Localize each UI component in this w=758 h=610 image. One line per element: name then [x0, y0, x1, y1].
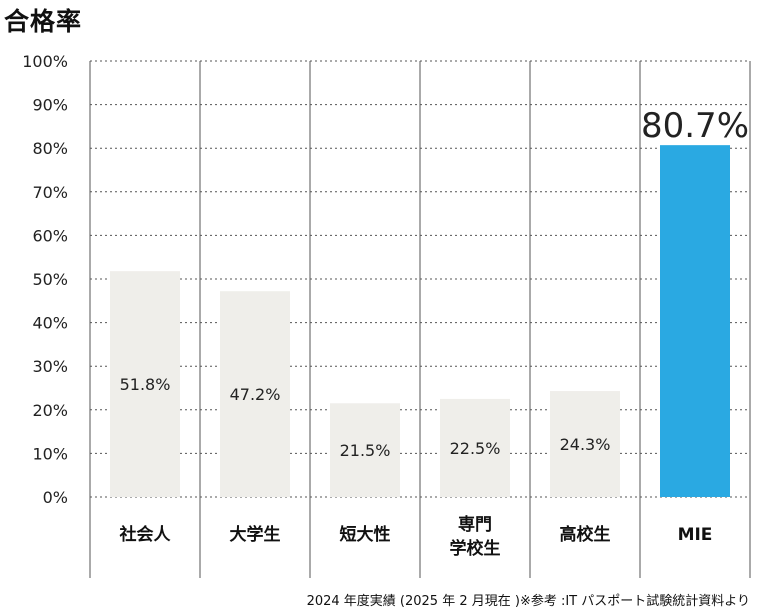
y-tick-label: 60% — [32, 226, 68, 245]
bar-chart: 0% 10% 20% 30% 40% 50% 60% 70% 80% 90% 100% 51.8% 4… — [22, 52, 751, 578]
data-labels: 51.8% 47.2% 21.5% 22.5% 24.3% 80.7% — [120, 106, 749, 460]
y-tick-label: 10% — [32, 444, 68, 463]
y-axis-tick-labels: 0% 10% 20% 30% 40% 50% 60% 70% 80% 90% 100% — [22, 52, 68, 507]
page-title: 合格率 — [4, 7, 83, 36]
category-label: 専門 — [458, 515, 492, 535]
category-label: MIE — [678, 525, 713, 545]
category-label: 短大性 — [340, 524, 391, 545]
bar-value-label: 21.5% — [340, 441, 391, 460]
category-label: 大学生 — [230, 524, 281, 545]
y-tick-label: 70% — [32, 183, 68, 202]
y-tick-label: 50% — [32, 270, 68, 289]
highlight-value-label: 80.7% — [641, 106, 749, 146]
y-tick-label: 20% — [32, 401, 68, 420]
bar — [440, 398, 510, 497]
y-tick-label: 30% — [32, 357, 68, 376]
y-tick-label: 100% — [22, 52, 68, 71]
category-label: 社会人 — [119, 524, 172, 545]
bar — [330, 403, 400, 497]
category-label: 高校生 — [560, 524, 611, 545]
bar-value-label: 47.2% — [230, 385, 281, 404]
bar-value-label: 24.3% — [560, 435, 611, 454]
y-tick-label: 80% — [32, 139, 68, 158]
bars — [110, 145, 730, 497]
bar — [220, 291, 290, 497]
column-dividers — [89, 61, 751, 578]
y-tick-label: 40% — [32, 314, 68, 333]
bar — [110, 271, 180, 497]
bar — [550, 391, 620, 497]
bar-value-label: 51.8% — [120, 375, 171, 394]
category-label: 学校生 — [450, 538, 501, 559]
bar — [660, 145, 730, 497]
footnote: 2024 年度実績 (2025 年 2 月現在 )※参考 :IT パスポート試験… — [306, 594, 750, 609]
y-tick-label: 90% — [32, 96, 68, 115]
bar-value-label: 22.5% — [450, 439, 501, 458]
y-tick-label: 0% — [43, 488, 68, 507]
